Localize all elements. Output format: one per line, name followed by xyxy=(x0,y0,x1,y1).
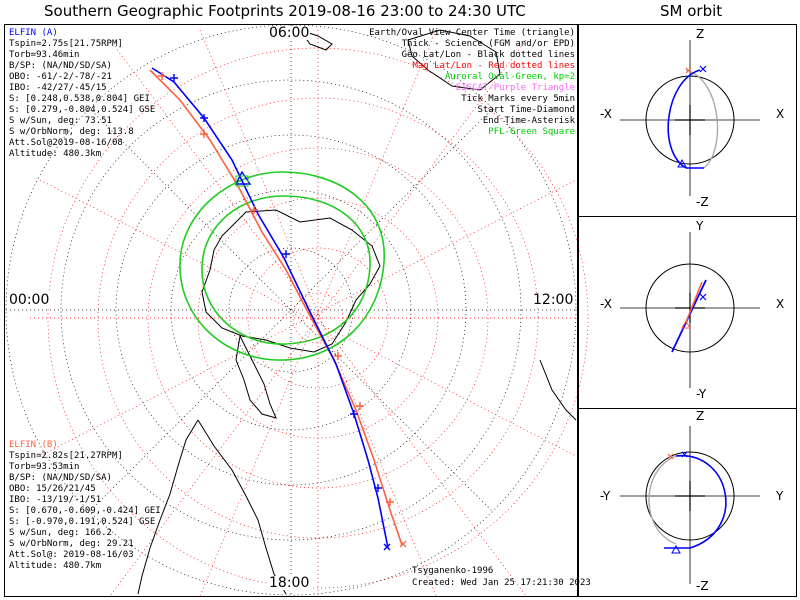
elfin-a-line: OBO: -61/-2/-78/-21 xyxy=(9,72,112,82)
antarctic-peninsula xyxy=(235,334,277,419)
orbit1-axis-left: -X xyxy=(600,107,612,121)
legend-item: Start Time-Diamond xyxy=(477,105,575,115)
polar-map xyxy=(5,24,589,597)
pfl-square xyxy=(235,175,249,187)
elfin-a-line: IBO: -42/27/-45/15 xyxy=(9,83,107,93)
elfin-b-line: B/SP: (NA/ND/SD/SA) xyxy=(9,473,112,483)
elfin-a-line: Tspin=2.75s[21.75RPM] xyxy=(9,39,123,49)
orbit2-axis-right: X xyxy=(776,297,785,311)
legend-item: End Time-Asterisk xyxy=(482,116,575,126)
legend-item: Geo Lat/Lon - Black dotted lines xyxy=(401,50,575,60)
africa-coastline xyxy=(539,359,577,421)
legend: Earth/Oval View Center Time (triangle) T… xyxy=(369,28,575,138)
legend-item: Tick Marks every 5min xyxy=(461,94,575,104)
orbit3-axis-bottom: -Z xyxy=(696,579,709,593)
orbit1-axis-bottom: -Z xyxy=(696,195,709,209)
elfin-b-line: Tspin=2.82s[21.27RPM] xyxy=(9,451,123,461)
elfin-b-info: ELFIN (B) Tspin=2.82s[21.27RPM] Torb=93.… xyxy=(9,440,161,572)
elfin-b-name: ELFIN (B) xyxy=(9,440,58,450)
map-panel-border xyxy=(4,24,578,597)
orbit-title: SM orbit xyxy=(660,2,723,20)
elfin-a-line: S: [0.248,0.538,0.804] GEI xyxy=(9,94,150,104)
mag-grid xyxy=(30,29,589,597)
elfin-a-line: S w/Sun, deg: 73.51 xyxy=(9,116,112,126)
nz-coastline xyxy=(298,29,333,51)
legend-item: EISCAT-Purple Triangle xyxy=(455,83,575,93)
legend-item: Auroral Oval-Green, kp=2 xyxy=(444,72,575,82)
elfin-a-line: S: [0.279,-0.804,0.524] GSE xyxy=(9,105,156,115)
elfin-b-line: Torb=93.53min xyxy=(9,462,80,472)
clock-label-top: 06:00 xyxy=(268,25,311,41)
orbit2-axis-bottom: -Y xyxy=(696,387,707,401)
plot-title: Southern Geographic Footprints 2019-08-1… xyxy=(44,2,526,20)
created-timestamp: Created: Wed Jan 25 17:21:30 2023 xyxy=(412,578,591,588)
south-america-coastline xyxy=(137,419,287,595)
antarctica-coastline xyxy=(201,209,381,353)
auroral-oval xyxy=(179,171,385,361)
elfin-a-info: ELFIN (A) Tspin=2.75s[21.75RPM] Torb=93.… xyxy=(9,28,155,160)
elfin-b-ticks xyxy=(158,72,407,548)
legend-item: Thick - Science (FGM and/or EPD) xyxy=(401,39,575,49)
elfin-b-line: Altitude: 480.7km xyxy=(9,561,102,571)
view-center-triangle xyxy=(234,170,252,185)
elfin-b-line: OBO: 15/26/21/45 xyxy=(9,484,96,494)
legend-item: PFL-Green Square xyxy=(488,127,575,137)
orbit-panel-border xyxy=(578,24,797,597)
australia-coastline xyxy=(407,29,501,91)
orbit2-axis-left: -X xyxy=(600,297,612,311)
orbit1-axis-right: X xyxy=(776,107,785,121)
orbit2-axis-top: Y xyxy=(696,219,704,233)
elfin-a-line: B/SP: (NA/ND/SD/SA) xyxy=(9,61,112,71)
clock-label-left: 00:00 xyxy=(8,292,51,308)
elfin-a-line: Torb=93.46min xyxy=(9,50,80,60)
elfin-a-track xyxy=(151,67,389,549)
elfin-b-line: S w/OrbNorm, deg: 29.21 xyxy=(9,539,134,549)
elfin-a-line: Altitude: 480.3km xyxy=(9,149,102,159)
elfin-b-line: S: [0.670,-0.609,-0.424] GEI xyxy=(9,506,161,516)
geo-meridians xyxy=(6,25,576,595)
elfin-b-line: Att.Sol@: 2019-08-16/03 xyxy=(9,550,134,560)
orbit3-axis-top: Z xyxy=(696,409,705,423)
orbit-panel-xz xyxy=(620,40,760,196)
elfin-b-line: IBO: -13/19/-1/51 xyxy=(9,495,102,505)
coastlines xyxy=(137,29,577,595)
elfin-a-line: S w/OrbNorm, deg: 113.8 xyxy=(9,127,134,137)
elfin-b-track xyxy=(149,69,403,546)
elfin-a-ticks xyxy=(170,74,391,551)
elfin-b-line: S: [-0.970,0.191,0.524] GSE xyxy=(9,517,156,527)
orbit3-axis-left: -Y xyxy=(600,489,611,503)
orbit1-axis-top: Z xyxy=(696,27,705,41)
orbit-panel-yz xyxy=(620,426,760,584)
clock-label-bottom: 18:00 xyxy=(268,575,311,591)
elfin-a-name: ELFIN (A) xyxy=(9,28,58,38)
elfin-a-line: Att.Sol@2019-08-16/08 xyxy=(9,138,123,148)
clock-label-right: 12:00 xyxy=(532,292,575,308)
elfin-b-line: S w/Sun, deg: 166.2 xyxy=(9,528,112,538)
model-credit: Tsyganenko-1996 xyxy=(412,566,494,576)
orbit3-axis-right: Y xyxy=(776,489,784,503)
legend-item: Earth/Oval View Center Time (triangle) xyxy=(369,28,575,38)
orbit-panel-xy xyxy=(620,232,760,388)
legend-item: Mag Lat/Lon - Red dotted lines xyxy=(412,61,575,71)
